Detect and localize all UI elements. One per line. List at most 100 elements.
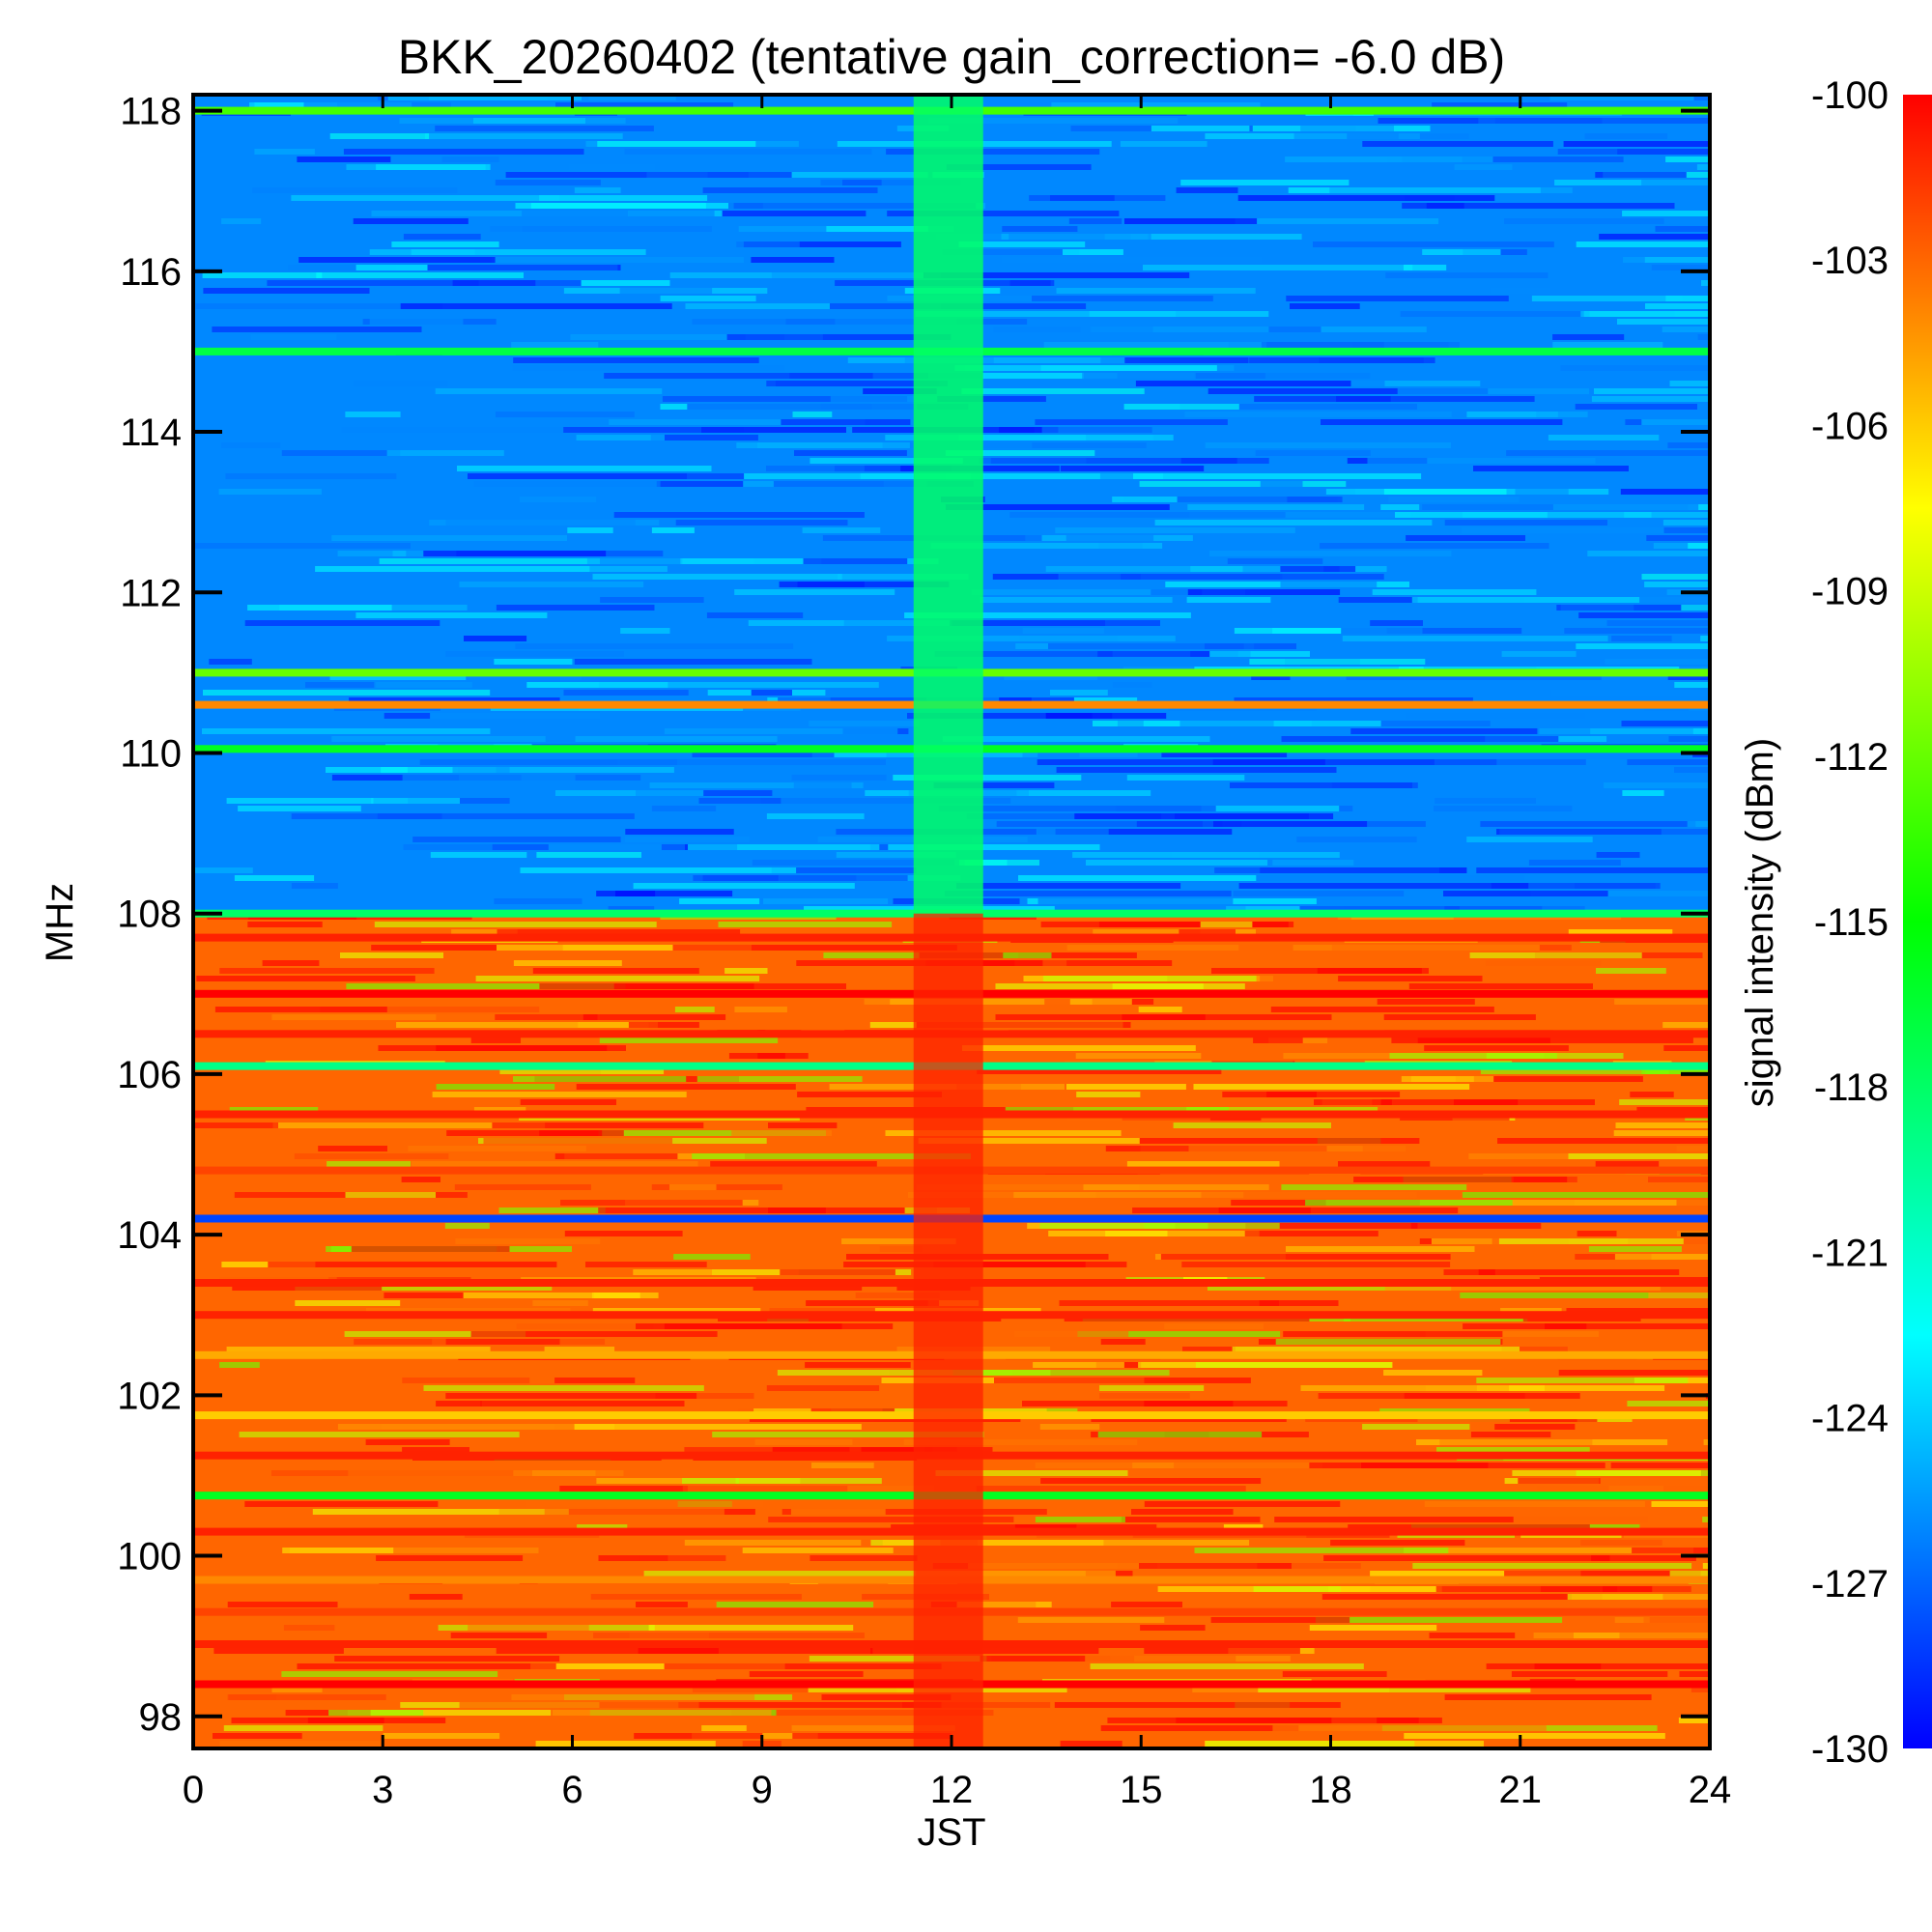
noise-streak: [1501, 1347, 1568, 1352]
noise-streak: [1367, 458, 1596, 464]
noise-streak: [377, 813, 635, 819]
noise-streak: [1104, 234, 1302, 240]
noise-streak: [1688, 543, 1710, 549]
noise-streak: [1500, 1308, 1562, 1314]
noise-streak: [879, 1246, 923, 1252]
noise-streak: [423, 1385, 704, 1391]
noise-streak: [768, 1517, 1014, 1522]
noise-streak: [202, 728, 491, 734]
noise-streak: [1090, 1663, 1364, 1669]
noise-streak: [544, 1509, 724, 1515]
noise-streak: [1560, 605, 1634, 611]
noise-streak: [563, 427, 744, 433]
noise-streak: [1305, 1200, 1513, 1206]
noise-streak: [1074, 813, 1334, 819]
noise-streak: [459, 582, 644, 587]
noise-streak: [1692, 752, 1710, 757]
noise-streak: [1611, 636, 1701, 641]
noise-streak: [1662, 520, 1710, 526]
noise-streak: [1329, 187, 1573, 193]
noise-streak: [1079, 752, 1138, 757]
noise-streak: [1385, 272, 1548, 278]
noise-streak: [794, 450, 907, 456]
noise-streak: [1077, 1331, 1281, 1337]
noise-streak: [1560, 365, 1710, 371]
noise-streak: [907, 713, 1093, 719]
noise-streak: [980, 296, 1213, 301]
noise-streak: [1425, 1385, 1510, 1391]
noise-streak: [962, 1045, 1196, 1051]
noise-streak: [1557, 149, 1710, 155]
noise-streak: [1432, 102, 1568, 108]
y-axis: 98 100 102 104 106 108 110 112 114 116 118: [117, 91, 1710, 1739]
noise-streak: [1651, 265, 1710, 270]
noise-streak: [928, 373, 1195, 379]
noise-streak: [539, 983, 754, 989]
noise-streak: [650, 435, 758, 440]
noise-streak: [1353, 1177, 1568, 1182]
noise-streak: [290, 1548, 539, 1553]
noise-streak: [1370, 620, 1423, 626]
noise-streak: [1236, 875, 1525, 881]
noise-streak: [1160, 1254, 1451, 1260]
noise-streak: [736, 242, 800, 247]
noise-streak: [1497, 1138, 1710, 1144]
noise-streak: [202, 272, 323, 278]
noise-streak: [1025, 535, 1193, 541]
noise-streak: [316, 272, 524, 278]
noise-streak: [1226, 906, 1344, 912]
noise-streak: [403, 234, 481, 240]
colorbar-tick-label: -112: [1814, 736, 1889, 779]
noise-streak: [1004, 674, 1098, 680]
noise-streak: [1595, 172, 1687, 178]
noise-streak: [535, 1741, 743, 1747]
noise-streak: [1568, 1153, 1710, 1159]
x-axis-label: JST: [917, 1811, 985, 1854]
noise-streak: [1151, 126, 1250, 131]
noise-streak: [701, 1725, 747, 1731]
noise-streak: [1596, 968, 1666, 974]
y-tick-label: 118: [120, 91, 182, 133]
noise-streak: [1499, 829, 1710, 835]
noise-streak: [1461, 527, 1710, 533]
noise-streak: [1405, 713, 1586, 719]
noise-streak: [194, 543, 411, 549]
y-tick-label: 110: [120, 732, 182, 775]
noise-streak: [539, 195, 708, 201]
noise-streak: [791, 1725, 955, 1731]
noise-streak: [1184, 412, 1452, 417]
noise-streak: [554, 1378, 636, 1383]
x-tick-label: 0: [183, 1769, 204, 1811]
noise-streak: [649, 782, 864, 788]
noise-streak: [1013, 1192, 1244, 1198]
noise-streak: [930, 543, 1163, 549]
noise-streak: [909, 442, 1147, 448]
noise-streak: [996, 821, 1242, 827]
noise-streak: [1143, 721, 1381, 726]
noise-streak: [1552, 334, 1625, 340]
noise-streak: [1501, 651, 1577, 657]
noise-streak: [1436, 1447, 1590, 1453]
noise-streak: [1568, 929, 1673, 935]
noise-streak: [651, 527, 695, 533]
noise-streak: [1404, 1733, 1665, 1739]
noise-streak: [213, 1733, 302, 1739]
noise-streak: [430, 852, 527, 858]
noise-streak: [526, 682, 668, 688]
noise-streak: [1126, 1161, 1280, 1167]
noise-streak: [225, 473, 397, 479]
noise-streak: [1388, 497, 1520, 502]
noise-streak: [1100, 1339, 1146, 1345]
noise-streak: [1414, 1517, 1648, 1522]
noise-streak: [1143, 265, 1413, 270]
noise-streak: [1362, 1424, 1470, 1430]
noise-streak: [1214, 867, 1440, 873]
noise-streak: [1687, 821, 1710, 827]
noise-streak: [522, 211, 715, 216]
noise-streak: [291, 813, 442, 819]
noise-streak: [1230, 782, 1412, 788]
noise-streak: [1531, 296, 1683, 301]
colorbar: [1903, 95, 1932, 1748]
noise-streak: [1534, 1663, 1710, 1669]
noise-streak: [1238, 883, 1529, 889]
